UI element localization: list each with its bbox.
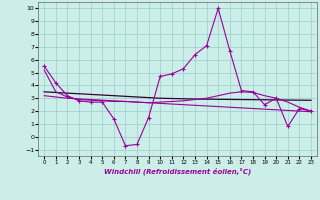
X-axis label: Windchill (Refroidissement éolien,°C): Windchill (Refroidissement éolien,°C) [104, 168, 251, 175]
